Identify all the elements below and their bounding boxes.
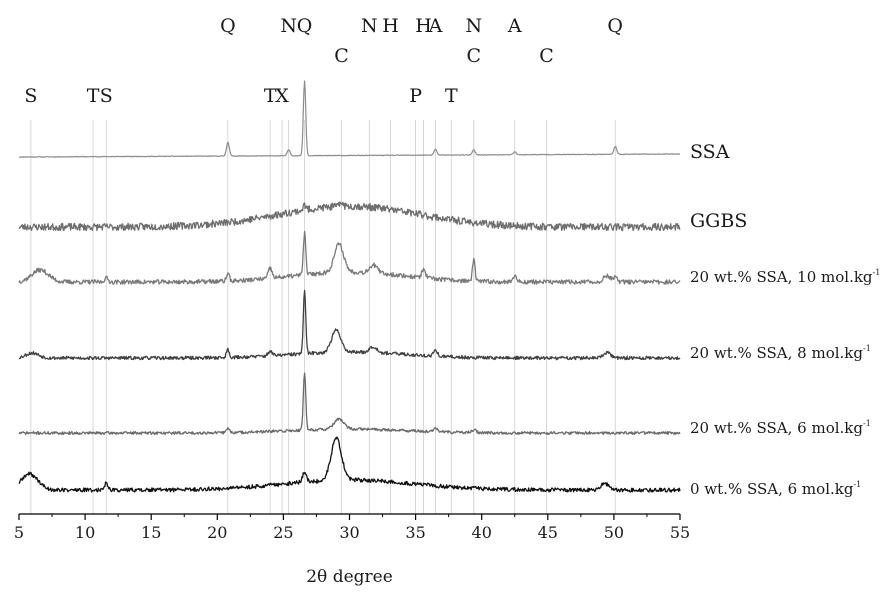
- x-tick-label: 45: [538, 523, 558, 542]
- peak-marker-label: H: [382, 15, 399, 37]
- peak-marker-label: C: [466, 45, 481, 67]
- x-tick-label: 55: [670, 523, 690, 542]
- series-line: [18, 372, 681, 436]
- x-tick-label: 5: [14, 523, 24, 542]
- series-line: [18, 230, 681, 285]
- peak-marker-label: X: [275, 85, 289, 107]
- series-label-superscript: -1: [863, 344, 871, 353]
- x-tick-label: 20: [207, 523, 227, 542]
- peak-reference-lines: [30, 120, 616, 514]
- x-tick-label: 15: [141, 523, 161, 542]
- peak-marker-label: T: [87, 85, 100, 107]
- peak-marker-label: H: [415, 15, 432, 37]
- peak-marker-label: Q: [220, 15, 236, 37]
- series-label: 0 wt.% SSA, 6 mol.kg-1: [690, 480, 861, 498]
- x-tick-label: 35: [405, 523, 425, 542]
- series-layer: [18, 80, 681, 493]
- peak-marker-label: Q: [607, 15, 623, 37]
- series-label: 20 wt.% SSA, 8 mol.kg-1: [690, 344, 871, 362]
- peak-marker-label: T: [264, 85, 277, 107]
- series-line: [18, 80, 681, 158]
- peak-marker-label: P: [409, 85, 422, 107]
- x-tick-label: 50: [604, 523, 624, 542]
- series-label-superscript: -1: [863, 419, 871, 428]
- x-axis-label: 2θ degree: [306, 567, 393, 587]
- x-tick-label: 25: [273, 523, 293, 542]
- x-tick-label: 10: [75, 523, 95, 542]
- peak-marker-label: A: [428, 15, 443, 37]
- peak-marker-label: T: [445, 85, 458, 107]
- x-tick-label: 30: [339, 523, 359, 542]
- peak-marker-label: N: [280, 15, 297, 37]
- series-line: [18, 201, 681, 232]
- series-labels: SSA GGBS 20 wt.% SSA, 10 mol.kg-1 20 wt.% S…: [690, 141, 880, 498]
- series-label-superscript: -1: [873, 268, 881, 277]
- series-label: GGBS: [690, 210, 747, 232]
- peak-marker-label: C: [334, 45, 349, 67]
- peak-marker-label: Q: [297, 15, 313, 37]
- x-axis: 5 10 15 20 25 30 35 40 45 50 55: [14, 513, 690, 542]
- series-label-superscript: -1: [853, 480, 861, 489]
- series-label: 20 wt.% SSA, 6 mol.kg-1: [690, 419, 871, 437]
- x-tick-label: 40: [472, 523, 492, 542]
- series-label: 20 wt.% SSA, 10 mol.kg-1: [690, 268, 880, 286]
- peak-marker-label: C: [539, 45, 554, 67]
- series-line: [18, 436, 681, 493]
- peak-marker-label: S: [100, 85, 113, 107]
- series-label: SSA: [690, 141, 730, 163]
- peak-marker-label: N: [361, 15, 378, 37]
- peak-marker-label: N: [465, 15, 482, 37]
- peak-marker-label: A: [507, 15, 522, 37]
- peak-marker-label: S: [24, 85, 37, 107]
- series-line: [18, 289, 681, 361]
